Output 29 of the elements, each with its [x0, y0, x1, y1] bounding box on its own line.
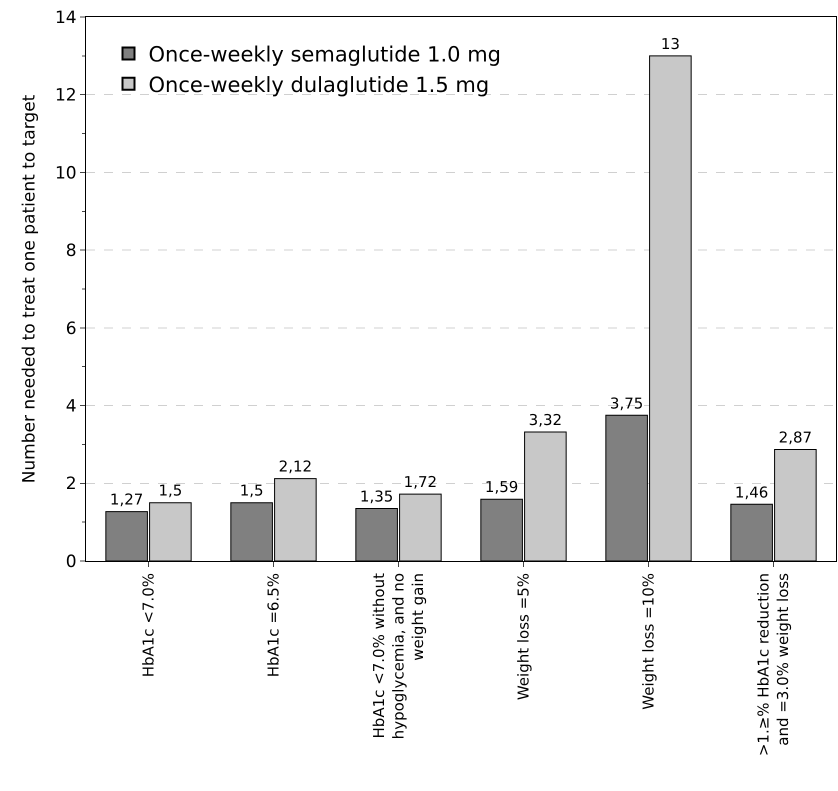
data-label: 3,32 — [528, 410, 562, 429]
data-label: 2,12 — [278, 458, 312, 476]
x-tick-label: HbA1c =6.5% — [264, 573, 282, 678]
y-tick-label: 0 — [66, 552, 77, 572]
data-label: 1,59 — [484, 478, 518, 496]
data-label: 3,75 — [610, 394, 644, 412]
data-label: 1,5 — [158, 482, 182, 500]
x-tick-label: >1.≥% HbA1c reduction and =3.0% weight loss — [754, 572, 792, 756]
x-tick-label: HbA1c <7.0% — [139, 573, 158, 678]
data-label: 1,46 — [734, 483, 768, 502]
legend-label: Once-weekly dulaglutide 1.5 mg — [148, 72, 490, 97]
data-label: 1,27 — [110, 490, 144, 509]
data-label: 13 — [660, 34, 680, 53]
y-tick-label: 2 — [66, 474, 77, 494]
y-axis-title: Number needed to treat one patient to target — [20, 94, 40, 484]
legend-label: Once-weekly semaglutide 1.0 mg — [148, 42, 502, 67]
y-tick-label: 8 — [66, 241, 77, 262]
x-tick-label: Weight loss =5% — [514, 573, 532, 700]
x-tick-label: HbA1c <7.0% without hypoglycemia, and no weight gain — [370, 572, 427, 740]
x-tick-label: Weight loss =10% — [639, 573, 658, 710]
y-tick-label: 10 — [54, 163, 77, 184]
data-label: 1,35 — [360, 488, 394, 506]
y-tick-label: 4 — [66, 396, 77, 417]
data-label: 1,5 — [240, 482, 264, 500]
y-tick-label: 6 — [66, 318, 77, 339]
y-tick-label: 14 — [54, 8, 77, 28]
data-label: 1,72 — [404, 473, 438, 492]
y-tick-label: 12 — [54, 86, 77, 106]
data-label: 2,87 — [778, 428, 812, 446]
